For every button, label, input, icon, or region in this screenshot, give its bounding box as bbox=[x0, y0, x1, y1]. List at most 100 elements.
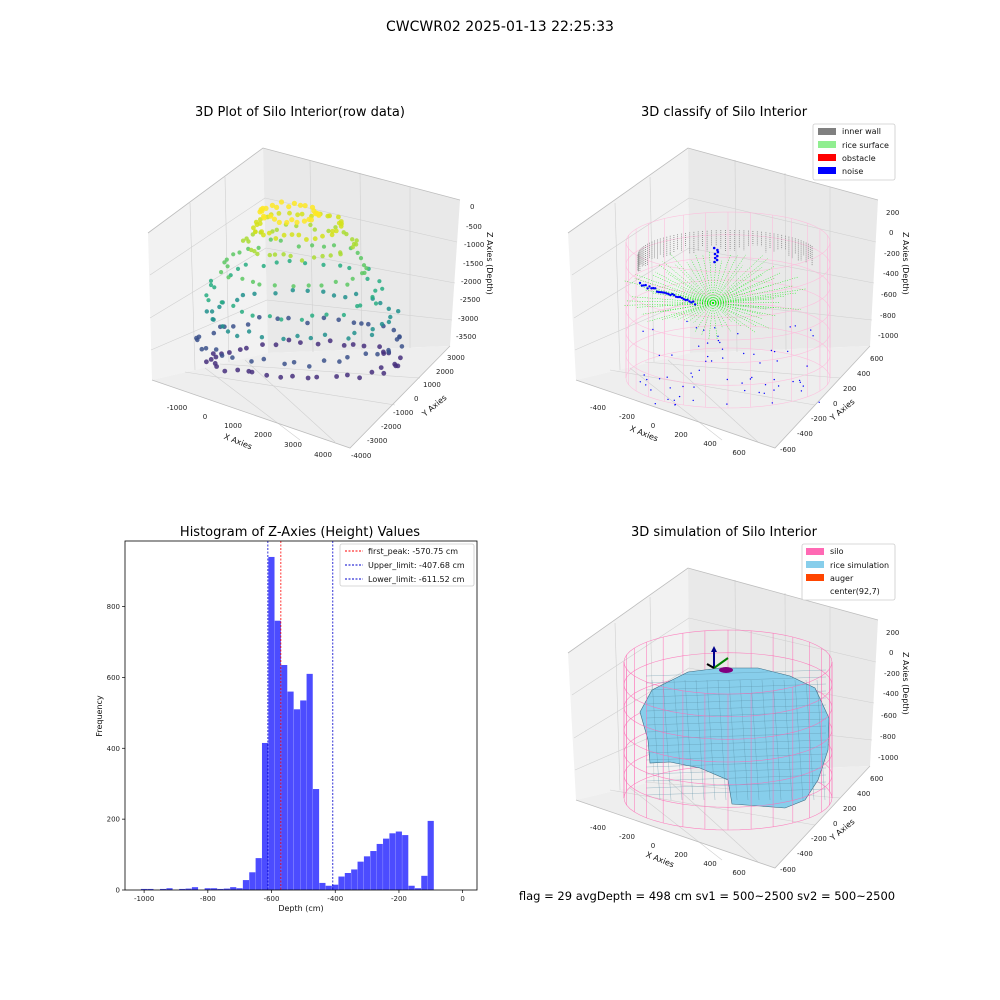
mesh-line bbox=[695, 679, 705, 801]
histogram-y-ticks: 0 200 400 600 800 bbox=[107, 603, 125, 895]
noise-point bbox=[665, 292, 668, 295]
y-tick: 2000 bbox=[436, 368, 454, 376]
raw-point bbox=[276, 219, 282, 225]
raw-point bbox=[299, 211, 305, 217]
raw-point bbox=[258, 217, 263, 222]
z-tick: -200 bbox=[884, 250, 900, 258]
y-tick-label: 800 bbox=[107, 603, 120, 611]
mesh-line bbox=[684, 679, 694, 801]
x-tick-label: 0 bbox=[460, 895, 464, 903]
noise-point bbox=[799, 381, 801, 383]
noise-point bbox=[726, 378, 728, 381]
legend-label: rice simulation bbox=[830, 561, 889, 570]
raw-point bbox=[273, 342, 279, 348]
rice-surface-ray bbox=[712, 265, 743, 304]
classified-points bbox=[623, 230, 820, 406]
histogram-bars bbox=[140, 556, 434, 890]
noise-point bbox=[640, 284, 644, 287]
histogram-bar bbox=[230, 887, 237, 890]
z-tick: -500 bbox=[466, 223, 482, 231]
raw-point bbox=[250, 313, 255, 318]
raw-point bbox=[235, 333, 240, 339]
noise-point bbox=[650, 287, 653, 290]
noise-point bbox=[654, 403, 656, 405]
y-tick-label: 200 bbox=[107, 816, 120, 824]
raw-point bbox=[365, 276, 370, 281]
raw-point bbox=[291, 200, 297, 206]
noise-point bbox=[707, 355, 709, 358]
noise-point bbox=[758, 391, 760, 394]
raw-point bbox=[260, 342, 265, 347]
noise-point bbox=[638, 281, 642, 285]
mesh-line bbox=[645, 676, 827, 684]
raw-point bbox=[298, 340, 303, 345]
y-axis-label: Y Axies bbox=[420, 393, 449, 419]
noise-point bbox=[792, 380, 794, 383]
noise-point bbox=[698, 345, 700, 347]
axes-panes bbox=[567, 147, 879, 449]
z-tick: -1000 bbox=[464, 241, 484, 249]
panel-simulation-title: 3D simulation of Silo Interior bbox=[631, 525, 818, 540]
raw-point bbox=[386, 349, 392, 355]
noise-point bbox=[674, 295, 678, 298]
raw-point bbox=[350, 245, 355, 250]
raw-point bbox=[304, 237, 309, 242]
z-axis-label: Z Axies (Depth) bbox=[485, 232, 494, 295]
simulation-ticks: -400 -200 0 200 400 600 X Axies 600 400 … bbox=[590, 629, 910, 877]
legend-swatch bbox=[806, 548, 824, 555]
noise-point bbox=[686, 320, 688, 323]
noise-point bbox=[655, 290, 659, 293]
noise-point bbox=[717, 339, 720, 342]
raw-point bbox=[312, 227, 317, 232]
noise-point bbox=[698, 369, 700, 371]
rice-surface-ray bbox=[712, 302, 723, 328]
raw-point bbox=[352, 330, 357, 336]
mesh-line bbox=[816, 679, 826, 801]
noise-point bbox=[688, 300, 691, 303]
x-tick: 200 bbox=[674, 431, 687, 439]
noise-point bbox=[773, 389, 775, 391]
rice-surface-ray bbox=[712, 295, 785, 304]
raw-point bbox=[231, 324, 236, 329]
silo-wireframe bbox=[625, 211, 831, 409]
rice-surface-ray bbox=[712, 284, 772, 304]
raw-point bbox=[296, 232, 302, 238]
raw-point bbox=[219, 270, 224, 275]
noise-point bbox=[669, 387, 671, 389]
noise-point bbox=[684, 298, 687, 302]
legend-swatch bbox=[818, 154, 836, 161]
raw-point bbox=[272, 252, 278, 257]
noise-point bbox=[721, 348, 724, 350]
raw-point bbox=[227, 350, 232, 355]
z-tick: -400 bbox=[883, 690, 899, 698]
noise-point bbox=[645, 384, 647, 386]
raw-point bbox=[263, 205, 269, 211]
histogram-bar bbox=[166, 888, 173, 890]
histogram-bar bbox=[255, 858, 262, 890]
raw-point bbox=[373, 288, 378, 293]
rice-surface-ray bbox=[641, 302, 714, 315]
noise-point bbox=[644, 283, 647, 287]
histogram-reference-lines bbox=[267, 541, 334, 890]
y-tick: 600 bbox=[870, 355, 883, 363]
z-tick: -400 bbox=[883, 270, 899, 278]
raw-point bbox=[208, 357, 214, 362]
legend-swatch bbox=[806, 574, 824, 581]
x-tick: 600 bbox=[732, 869, 745, 877]
noise-point bbox=[798, 379, 801, 382]
noise-point bbox=[671, 292, 674, 296]
x-tick-label: -600 bbox=[264, 895, 280, 903]
raw-point bbox=[237, 250, 242, 255]
raw-point bbox=[346, 336, 351, 341]
rice-surface-ray bbox=[712, 302, 777, 317]
raw-point bbox=[237, 347, 243, 352]
z-tick: 200 bbox=[886, 629, 899, 637]
noise-point bbox=[676, 295, 680, 299]
raw-point bbox=[203, 346, 209, 351]
raw-point bbox=[291, 284, 296, 289]
panel-raw-title: 3D Plot of Silo Interior(row data) bbox=[195, 105, 405, 120]
raw-point bbox=[329, 232, 335, 238]
mesh-line bbox=[645, 746, 827, 754]
rice-surface-ray bbox=[712, 302, 768, 310]
